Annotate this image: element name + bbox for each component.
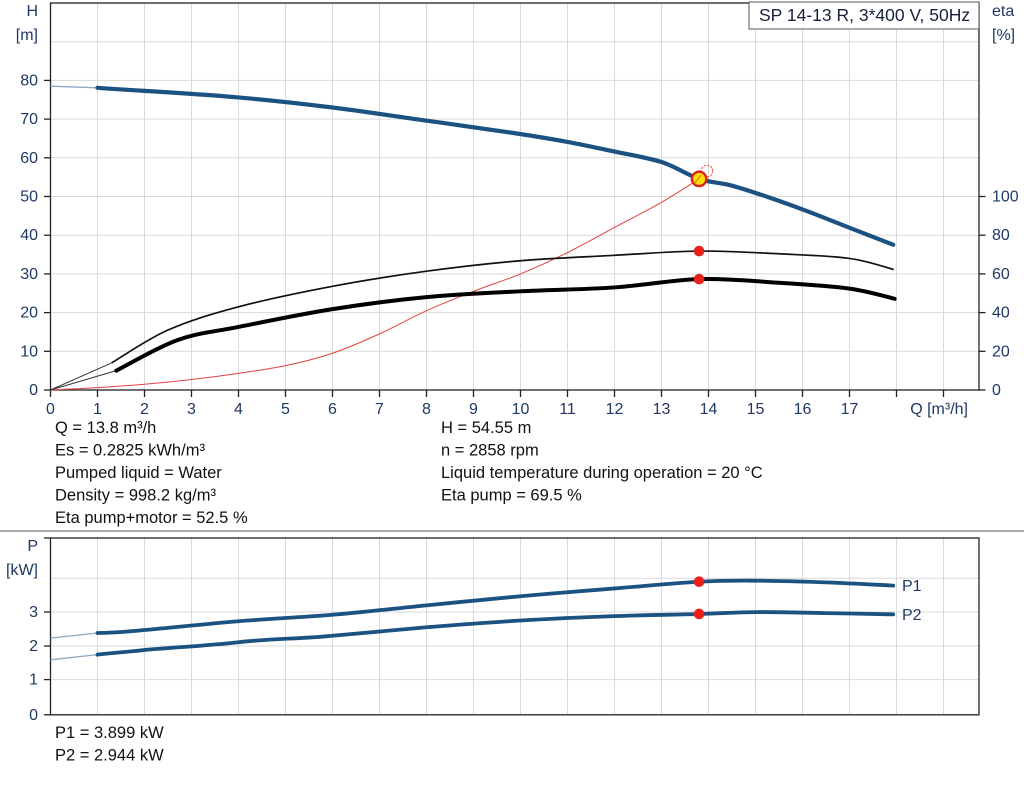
svg-text:H = 54.55 m: H = 54.55 m — [441, 419, 531, 437]
svg-text:3: 3 — [29, 604, 38, 621]
svg-text:Es = 0.2825 kWh/m³: Es = 0.2825 kWh/m³ — [55, 442, 205, 460]
svg-text:4: 4 — [234, 401, 243, 418]
svg-text:0: 0 — [992, 382, 1001, 399]
svg-text:8: 8 — [422, 401, 431, 418]
svg-text:60: 60 — [20, 150, 38, 167]
svg-text:13: 13 — [653, 401, 671, 418]
svg-text:n = 2858 rpm: n = 2858 rpm — [441, 442, 539, 460]
svg-text:Liquid temperature during oper: Liquid temperature during operation = 20… — [441, 464, 763, 482]
svg-text:[%]: [%] — [992, 27, 1015, 44]
svg-text:2: 2 — [29, 638, 38, 655]
svg-text:80: 80 — [20, 72, 38, 89]
svg-text:15: 15 — [747, 401, 765, 418]
svg-text:Eta pump+motor = 52.5 %: Eta pump+motor = 52.5 % — [55, 509, 248, 527]
svg-text:3: 3 — [187, 401, 196, 418]
svg-text:40: 40 — [20, 227, 38, 244]
svg-text:70: 70 — [20, 111, 38, 128]
svg-text:H: H — [26, 3, 38, 20]
svg-text:17: 17 — [841, 401, 859, 418]
svg-text:0: 0 — [29, 382, 38, 399]
svg-text:[m]: [m] — [16, 27, 38, 44]
svg-text:16: 16 — [794, 401, 812, 418]
svg-text:1: 1 — [29, 672, 38, 689]
svg-text:11: 11 — [559, 401, 576, 418]
svg-text:0: 0 — [46, 401, 55, 418]
svg-text:14: 14 — [700, 401, 718, 418]
svg-text:eta: eta — [992, 3, 1014, 20]
svg-text:Pumped liquid = Water: Pumped liquid = Water — [55, 464, 222, 482]
svg-text:20: 20 — [20, 305, 38, 322]
svg-text:30: 30 — [20, 266, 38, 283]
svg-text:10: 10 — [20, 343, 38, 360]
svg-text:20: 20 — [992, 343, 1010, 360]
svg-text:P2 = 2.944 kW: P2 = 2.944 kW — [55, 747, 164, 765]
svg-text:100: 100 — [992, 189, 1019, 206]
svg-text:6: 6 — [328, 401, 337, 418]
svg-text:9: 9 — [469, 401, 478, 418]
svg-text:10: 10 — [512, 401, 530, 418]
svg-text:SP 14-13 R, 3*400 V, 50Hz: SP 14-13 R, 3*400 V, 50Hz — [759, 5, 970, 25]
svg-text:40: 40 — [992, 305, 1010, 322]
svg-text:2: 2 — [140, 401, 149, 418]
svg-text:80: 80 — [992, 227, 1010, 244]
svg-text:P: P — [27, 538, 38, 555]
svg-text:P1: P1 — [902, 578, 922, 595]
svg-text:5: 5 — [281, 401, 290, 418]
svg-text:12: 12 — [606, 401, 624, 418]
svg-text:50: 50 — [20, 189, 38, 206]
svg-text:Eta pump = 69.5 %: Eta pump = 69.5 % — [441, 487, 582, 505]
svg-text:Q = 13.8 m³/h: Q = 13.8 m³/h — [55, 419, 156, 437]
svg-text:Density = 998.2 kg/m³: Density = 998.2 kg/m³ — [55, 487, 216, 505]
svg-text:P1 = 3.899 kW: P1 = 3.899 kW — [55, 724, 164, 742]
svg-text:7: 7 — [375, 401, 384, 418]
svg-text:Q [m³/h]: Q [m³/h] — [910, 401, 968, 418]
svg-text:60: 60 — [992, 266, 1010, 283]
svg-text:0: 0 — [29, 707, 38, 724]
svg-text:1: 1 — [93, 401, 102, 418]
svg-text:[kW]: [kW] — [6, 562, 38, 579]
svg-text:P2: P2 — [902, 607, 922, 624]
